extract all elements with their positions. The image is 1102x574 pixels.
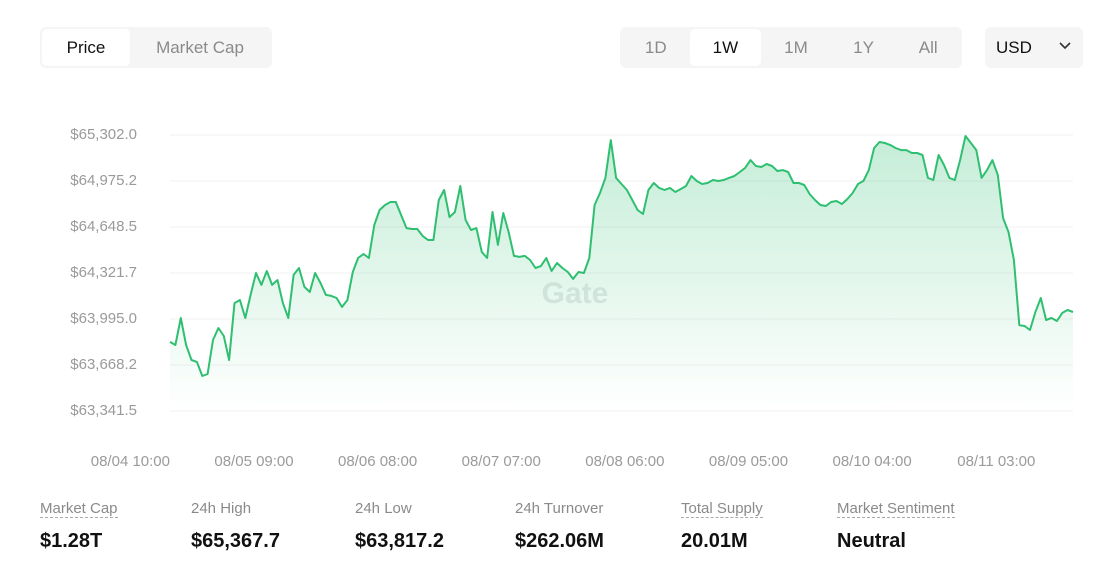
- range-button[interactable]: 1W: [689, 29, 762, 66]
- stat-value: $63,817.2: [355, 530, 444, 552]
- x-tick-label: 08/08 06:00: [585, 453, 664, 470]
- x-tick-label: 08/11 03:00: [957, 453, 1035, 470]
- range-button[interactable]: 1M: [784, 37, 808, 57]
- tab[interactable]: Market Cap: [156, 37, 244, 57]
- y-tick-label: $64,975.2: [70, 172, 137, 189]
- stat: Total Supply 20.01M: [681, 500, 763, 553]
- stat: Market Cap $1.28T: [40, 500, 118, 553]
- y-tick-label: $63,341.5: [70, 402, 137, 419]
- currency-select[interactable]: USD: [985, 27, 1083, 68]
- stat-label: Total Supply: [681, 500, 763, 518]
- range-button[interactable]: All: [918, 37, 938, 57]
- currency-label: USD: [996, 37, 1032, 57]
- stat: 24h Turnover $262.06M: [515, 500, 604, 553]
- stat-label: 24h Low: [355, 500, 412, 517]
- stat: 24h Low $63,817.2: [355, 500, 444, 553]
- range-group: 1D 1W 1M 1Y All: [620, 27, 962, 68]
- y-tick-label: $64,648.5: [70, 218, 137, 235]
- tab[interactable]: Price: [42, 29, 130, 66]
- stat-label: 24h High: [191, 500, 252, 517]
- y-tick-label: $63,995.0: [70, 310, 137, 327]
- x-tick-label: 08/07 07:00: [462, 453, 541, 470]
- chevron: [1059, 42, 1071, 50]
- stat-value: $262.06M: [515, 530, 604, 552]
- stat-value: Neutral: [837, 530, 906, 552]
- price-line: [169, 135, 1074, 377]
- chart: $65,302.0 $64,975.2 $64,648.5 $64,321.7 $63,…: [70, 126, 1074, 470]
- stat: 24h High $65,367.7: [191, 500, 280, 553]
- stat-value: $1.28T: [40, 530, 103, 552]
- stat-label: Market Sentiment: [837, 500, 955, 518]
- y-tick-label: $64,321.7: [70, 264, 137, 281]
- x-tick-label: 08/05 09:00: [214, 453, 293, 470]
- y-tick-label: $65,302.0: [70, 126, 137, 143]
- x-tick-label: 08/04 10:00: [91, 453, 170, 470]
- stat-label: Market Cap: [40, 500, 118, 518]
- stat-label: 24h Turnover: [515, 500, 604, 517]
- stat: Market Sentiment Neutral: [837, 500, 955, 553]
- stat-value: $65,367.7: [191, 530, 280, 552]
- stat-value: 20.01M: [681, 530, 748, 552]
- x-tick-label: 08/10 04:00: [833, 453, 912, 470]
- tab-group: Price Market Cap: [40, 27, 272, 68]
- x-tick-label: 08/09 05:00: [709, 453, 788, 470]
- range-button[interactable]: 1Y: [853, 37, 874, 57]
- range-button[interactable]: 1D: [644, 37, 667, 57]
- y-tick-label: $63,668.2: [70, 356, 137, 373]
- x-tick-label: 08/06 08:00: [338, 453, 417, 470]
- area-fill: [170, 136, 1073, 411]
